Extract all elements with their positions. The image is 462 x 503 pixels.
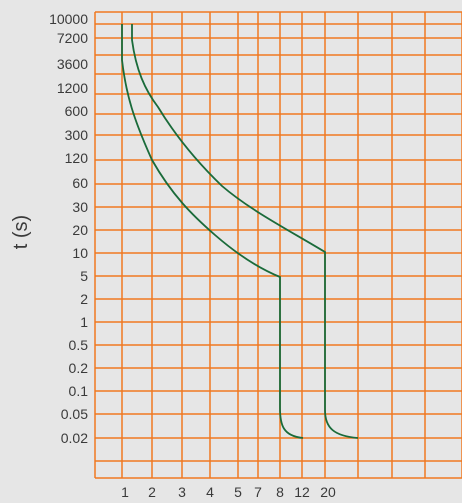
y-tick-label: 0.05	[61, 406, 88, 422]
series-line	[121, 24, 304, 439]
x-tick-label: 12	[294, 484, 310, 500]
y-tick-label: 0.1	[69, 383, 89, 399]
x-tick-label: 3	[178, 484, 186, 500]
y-axis-label: t (s)	[10, 215, 32, 249]
y-tick-label: 120	[65, 150, 89, 166]
y-tick-label: 1200	[57, 80, 88, 96]
y-tick-label: 2	[80, 291, 88, 307]
y-tick-labels: 10000 7200 3600 1200 600 300 120 60 30 20 10 5 2 1 0.5…	[49, 11, 88, 446]
y-tick-label: 20	[72, 222, 88, 238]
y-tick-label: 0.02	[61, 430, 88, 446]
y-tick-label: 10000	[49, 11, 88, 27]
x-tick-label: 7	[254, 484, 262, 500]
x-tick-label: 8	[276, 484, 284, 500]
y-tick-label: 5	[80, 268, 88, 284]
x-tick-label: 20	[320, 484, 336, 500]
curves	[121, 24, 359, 439]
x-tick-label: 2	[148, 484, 156, 500]
y-tick-label: 300	[65, 127, 89, 143]
y-tick-label: 3600	[57, 56, 88, 72]
y-tick-label: 600	[65, 103, 89, 119]
y-tick-label: 60	[72, 175, 88, 191]
y-tick-label: 1	[80, 314, 88, 330]
x-tick-label: 5	[234, 484, 242, 500]
y-tick-label: 10	[72, 245, 88, 261]
grid	[94, 11, 462, 479]
y-tick-label: 7200	[57, 30, 88, 46]
x-tick-labels: 1 2 3 4 5 7 8 12 20	[121, 484, 336, 500]
y-tick-label: 30	[72, 199, 88, 215]
y-tick-label: 0.5	[69, 337, 89, 353]
x-tick-label: 4	[206, 484, 214, 500]
x-tick-label: 1	[121, 484, 129, 500]
series-line	[131, 24, 359, 439]
y-tick-label: 0.2	[69, 360, 89, 376]
